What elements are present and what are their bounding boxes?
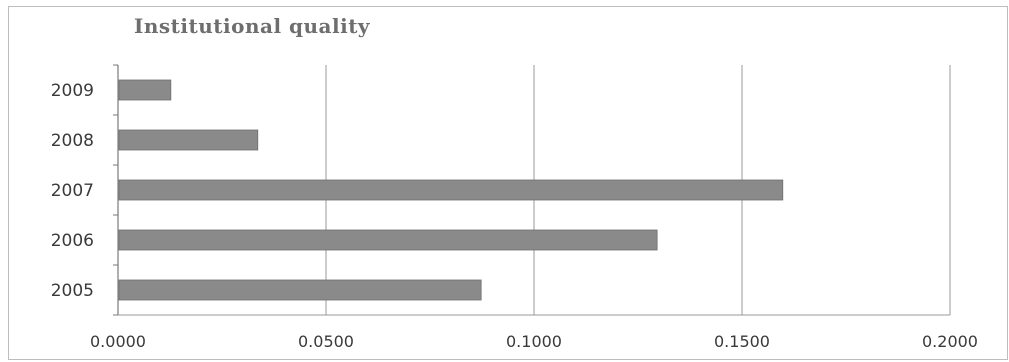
chart-title: Institutional quality: [134, 14, 371, 38]
x-tick-label: 0.0000: [90, 332, 146, 351]
bar-2007: [118, 179, 784, 201]
y-category-label: 2006: [51, 231, 94, 251]
x-tick-label: 0.2000: [922, 332, 978, 351]
bar-2008: [118, 129, 259, 151]
y-category-label: 2005: [51, 281, 94, 301]
x-tick-label: 0.0500: [298, 332, 354, 351]
y-category-label: 2009: [51, 81, 94, 101]
bar-2005: [118, 279, 482, 301]
y-category-label: 2007: [51, 181, 94, 201]
bar-2009: [118, 79, 172, 101]
bar-2006: [118, 229, 658, 251]
y-category-label: 2008: [51, 131, 94, 151]
x-tick-label: 0.1500: [714, 332, 770, 351]
x-tick-label: 0.1000: [506, 332, 562, 351]
